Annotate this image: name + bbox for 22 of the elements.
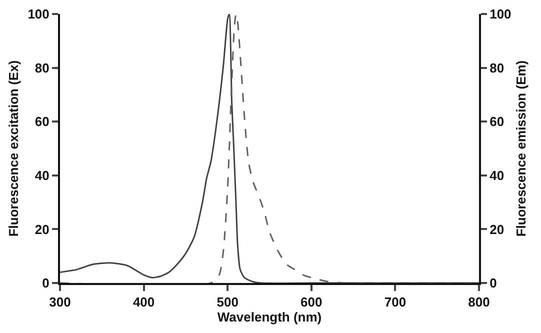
line-series xyxy=(60,14,479,283)
y-tick-label: 0 xyxy=(42,276,50,291)
y2-tick-label: 100 xyxy=(490,6,512,22)
y-tick-label: 80 xyxy=(34,60,50,76)
x-tick-label: 700 xyxy=(384,294,406,310)
x-tick-label: 300 xyxy=(49,294,71,310)
y-tick-label: 40 xyxy=(34,168,50,183)
x-axis-title: Wavelength (nm) xyxy=(217,310,322,325)
y2-tick-label: 40 xyxy=(490,168,504,183)
y2-tick-label: 80 xyxy=(490,60,504,76)
y-tick-label: 100 xyxy=(28,6,50,22)
x-tick-label: 600 xyxy=(300,294,322,310)
y2-tick-label: 20 xyxy=(490,222,504,237)
y2-axis-title: Fluorescence emission (Em) xyxy=(513,60,528,237)
x-tick-label: 400 xyxy=(132,294,155,310)
y2-tick-label: 60 xyxy=(490,114,504,130)
y-tick-label: 60 xyxy=(34,114,50,130)
y2-tick-label: 0 xyxy=(490,276,497,291)
x-tick-label: 800 xyxy=(468,294,490,310)
x-tick-label: 500 xyxy=(216,294,238,310)
y-axis-title: Fluorescence excitation (Ex) xyxy=(6,60,22,237)
y-tick-label: 20 xyxy=(34,222,50,237)
